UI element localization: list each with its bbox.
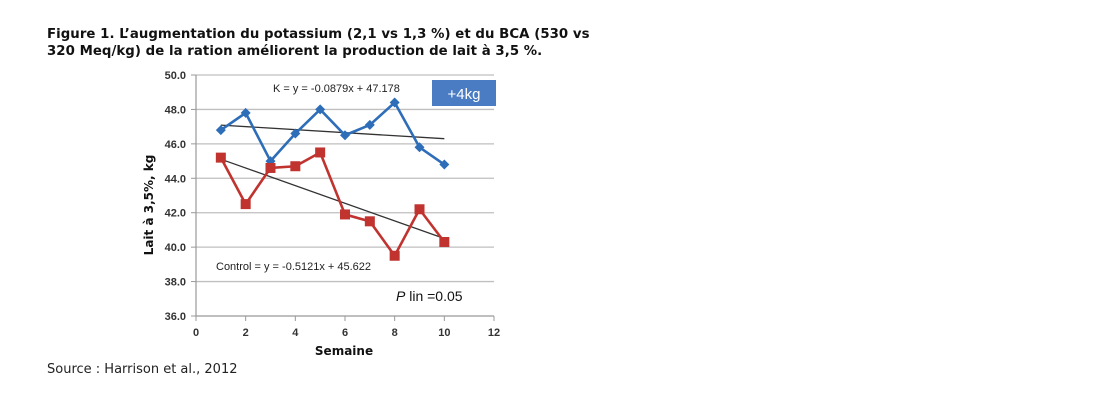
k-series — [215, 97, 450, 170]
k-trendline — [220, 124, 445, 140]
x-axis: 0 2 4 6 8 10 12 — [193, 315, 500, 339]
trendlines — [220, 124, 445, 240]
data-point — [240, 199, 251, 210]
data-point — [364, 119, 375, 130]
caption-line-1: Figure 1. L’augmentation du potassium (2… — [47, 27, 590, 42]
x-tick-label: 10 — [438, 327, 450, 339]
x-axis-title: Semaine — [315, 344, 373, 358]
y-tick-label: 44.0 — [165, 173, 186, 185]
p-value-text: lin =0.05 — [405, 288, 462, 304]
series-lines — [215, 97, 450, 261]
x-tick-label: 6 — [342, 327, 348, 339]
p-symbol: P — [396, 288, 406, 304]
data-point — [215, 125, 226, 136]
y-tick-label: 50.0 — [165, 70, 186, 82]
data-point — [414, 204, 425, 215]
k-trend-equation: K = y = -0.0879x + 47.178 — [273, 83, 400, 95]
x-tick-label: 2 — [243, 327, 249, 339]
data-point — [290, 161, 301, 172]
source-citation: Source : Harrison et al., 2012 — [47, 362, 238, 377]
data-point — [389, 97, 400, 108]
data-point — [340, 209, 350, 220]
x-tick-label: 4 — [292, 327, 299, 339]
x-tick-label: 12 — [488, 327, 500, 339]
y-tick-label: 40.0 — [165, 242, 186, 254]
p-value-annotation: P lin =0.05 — [396, 288, 463, 304]
y-tick-label: 38.0 — [165, 277, 186, 289]
data-point — [364, 216, 375, 227]
data-point — [315, 147, 326, 158]
gain-badge-text: +4kg — [448, 86, 481, 103]
y-tick-label: 46.0 — [165, 139, 186, 151]
x-tick-label: 0 — [193, 327, 199, 339]
y-tick-label: 42.0 — [165, 208, 186, 220]
data-point — [340, 130, 350, 141]
data-point — [315, 104, 326, 115]
y-tick-label: 48.0 — [165, 104, 186, 116]
data-point — [439, 159, 450, 170]
y-axis: 36.0 38.0 40.0 42.0 44.0 46.0 48.0 50.0 — [165, 70, 197, 323]
data-point — [265, 162, 276, 173]
control-series — [215, 147, 450, 261]
y-tick-label: 36.0 — [165, 311, 186, 323]
caption-line-2: 320 Meq/kg) de la ration améliorent la p… — [47, 44, 543, 59]
data-point — [439, 236, 450, 247]
y-axis-title: Lait à 3,5%, kg — [142, 155, 156, 256]
figure-caption: Figure 1. L’augmentation du potassium (2… — [47, 26, 687, 60]
data-point — [414, 142, 425, 153]
data-point — [240, 107, 251, 118]
control-trendline — [220, 158, 445, 240]
control-trend-equation: Control = y = -0.5121x + 45.622 — [216, 261, 371, 273]
data-point — [215, 152, 226, 163]
gain-badge: +4kg — [432, 80, 496, 106]
data-point — [290, 128, 301, 139]
x-tick-label: 8 — [392, 327, 398, 339]
data-point — [389, 250, 400, 261]
